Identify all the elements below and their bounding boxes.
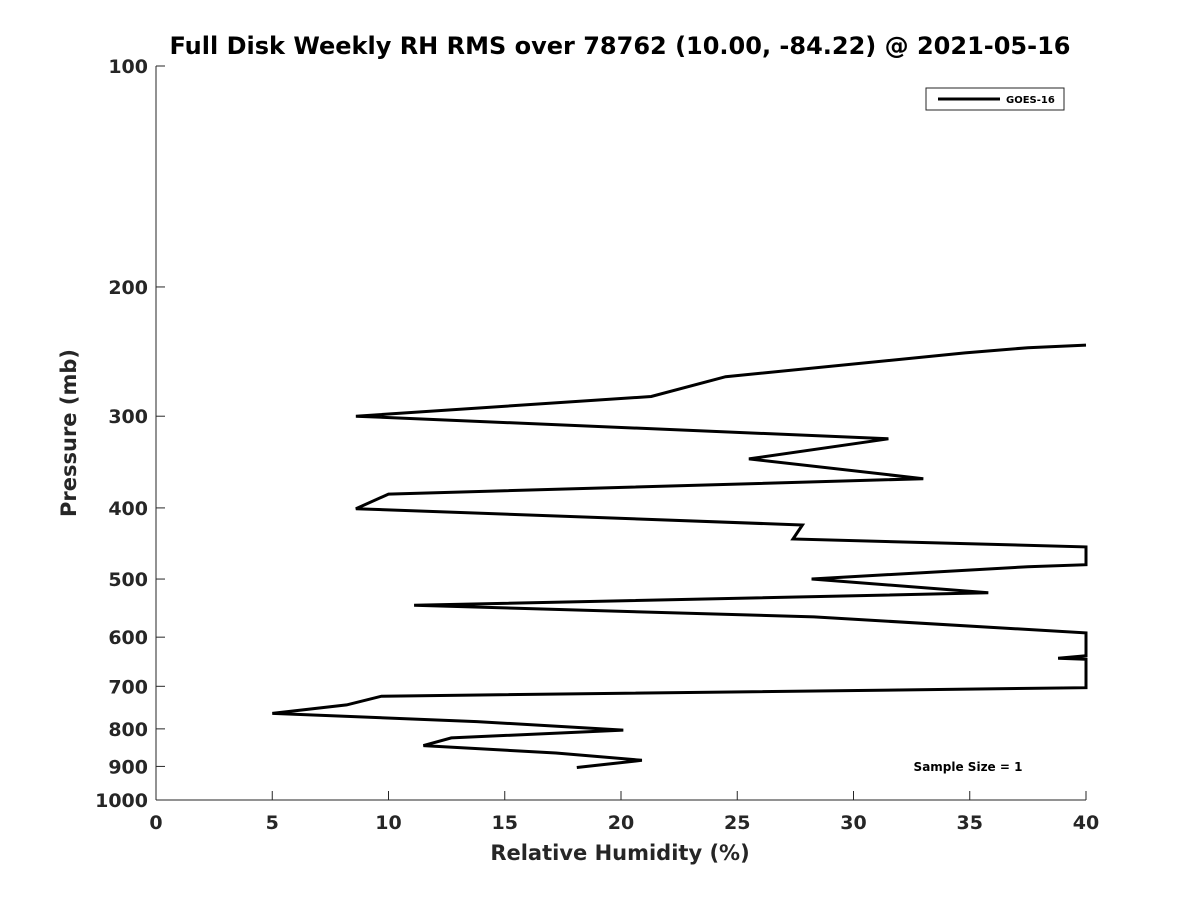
series-line-goes-16 xyxy=(272,343,1088,769)
y-tick-label: 100 xyxy=(108,56,148,78)
plot-area: 0 5 10 15 20 25 30 35 40 100 200 300 400 500 600 700 80… xyxy=(95,56,1099,834)
y-tick-label: 400 xyxy=(108,498,148,520)
y-ticks: 100 200 300 400 500 600 700 800 900 1000 xyxy=(95,56,165,812)
legend-label-goes-16: GOES-16 xyxy=(1006,95,1055,106)
x-tick-label: 30 xyxy=(840,812,866,834)
x-tick-label: 25 xyxy=(724,812,750,834)
y-tick-label: 200 xyxy=(108,277,148,299)
y-tick-label: 700 xyxy=(108,676,148,698)
y-tick-label: 300 xyxy=(108,406,148,428)
x-tick-label: 40 xyxy=(1073,812,1099,834)
y-tick-label: 800 xyxy=(108,719,148,741)
x-tick-label: 5 xyxy=(266,812,279,834)
y-tick-label: 600 xyxy=(108,627,148,649)
x-ticks: 0 5 10 15 20 25 30 35 40 xyxy=(149,791,1099,834)
x-tick-label: 10 xyxy=(375,812,401,834)
legend: GOES-16 xyxy=(925,87,1065,111)
x-tick-label: 20 xyxy=(608,812,634,834)
x-tick-label: 15 xyxy=(492,812,518,834)
x-tick-label: 0 xyxy=(149,812,162,834)
y-tick-label: 1000 xyxy=(95,790,148,812)
y-tick-label: 500 xyxy=(108,569,148,591)
sample-size-note: Sample Size = 1 xyxy=(914,760,1023,774)
x-tick-label: 35 xyxy=(957,812,983,834)
y-tick-label: 900 xyxy=(108,756,148,778)
y-axis-label: Pressure (mb) xyxy=(57,349,81,517)
x-axis-label: Relative Humidity (%) xyxy=(490,841,749,865)
chart-title: Full Disk Weekly RH RMS over 78762 (10.0… xyxy=(169,32,1070,60)
